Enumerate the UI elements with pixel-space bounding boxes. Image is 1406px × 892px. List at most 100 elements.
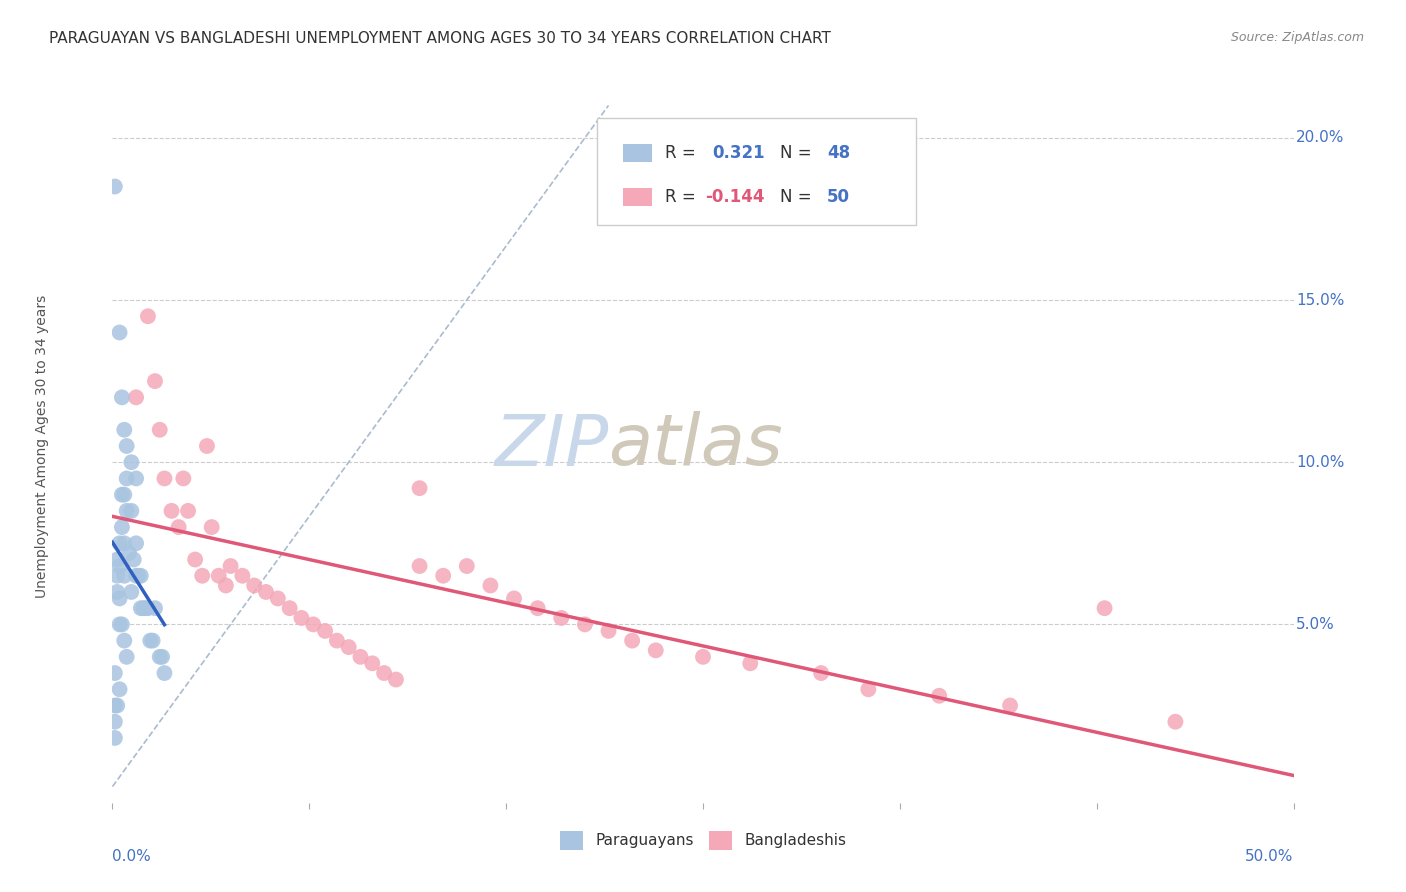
Point	[998, 698, 1021, 713]
Point	[153, 666, 176, 681]
Text: R =: R =	[665, 144, 702, 161]
Point	[337, 640, 360, 654]
Point	[858, 682, 880, 697]
Point	[104, 666, 127, 681]
Point	[201, 520, 224, 534]
Text: R =: R =	[665, 188, 702, 206]
Text: 50: 50	[827, 188, 851, 206]
Point	[456, 559, 478, 574]
Point	[135, 601, 157, 615]
Point	[574, 617, 596, 632]
Point	[136, 310, 159, 324]
Text: 0.0%: 0.0%	[112, 849, 152, 864]
Point	[195, 439, 218, 453]
Text: PARAGUAYAN VS BANGLADESHI UNEMPLOYMENT AMONG AGES 30 TO 34 YEARS CORRELATION CHA: PARAGUAYAN VS BANGLADESHI UNEMPLOYMENT A…	[49, 31, 831, 46]
Point	[120, 585, 142, 599]
Point	[373, 666, 395, 681]
Point	[208, 568, 231, 582]
Point	[115, 649, 138, 664]
Point	[219, 559, 242, 574]
Point	[191, 568, 214, 582]
Point	[104, 731, 127, 745]
Point	[215, 578, 238, 592]
Point	[326, 633, 349, 648]
Point	[142, 633, 165, 648]
Point	[112, 423, 135, 437]
Point	[105, 585, 128, 599]
Point	[172, 471, 194, 485]
Point	[104, 179, 127, 194]
Point	[385, 673, 408, 687]
Point	[621, 633, 644, 648]
Point	[111, 488, 134, 502]
Point	[254, 585, 277, 599]
Point	[810, 666, 832, 681]
Point	[132, 601, 155, 615]
FancyBboxPatch shape	[596, 118, 915, 225]
Point	[108, 536, 131, 550]
Point	[267, 591, 290, 606]
Point	[1094, 601, 1116, 615]
Point	[302, 617, 325, 632]
Text: -0.144: -0.144	[706, 188, 765, 206]
Point	[115, 504, 138, 518]
Text: N =: N =	[780, 188, 817, 206]
Point	[143, 374, 166, 388]
Point	[111, 390, 134, 404]
Point	[150, 649, 173, 664]
Point	[108, 682, 131, 697]
Text: 10.0%: 10.0%	[1296, 455, 1344, 470]
Point	[243, 578, 266, 592]
Text: 15.0%: 15.0%	[1296, 293, 1344, 308]
Point	[408, 559, 430, 574]
Point	[231, 568, 253, 582]
Point	[118, 546, 141, 560]
Point	[928, 689, 950, 703]
Point	[1164, 714, 1187, 729]
Point	[153, 471, 176, 485]
Point	[104, 714, 127, 729]
Point	[550, 611, 572, 625]
Text: 50.0%: 50.0%	[1246, 849, 1294, 864]
Text: 0.321: 0.321	[713, 144, 765, 161]
Text: N =: N =	[780, 144, 817, 161]
Point	[129, 568, 152, 582]
Text: Source: ZipAtlas.com: Source: ZipAtlas.com	[1230, 31, 1364, 45]
Point	[108, 591, 131, 606]
Point	[108, 617, 131, 632]
Point	[361, 657, 384, 671]
Point	[112, 536, 135, 550]
Point	[143, 601, 166, 615]
Point	[108, 326, 131, 340]
Point	[112, 488, 135, 502]
Point	[349, 649, 371, 664]
Point	[432, 568, 454, 582]
Point	[503, 591, 526, 606]
Point	[112, 633, 135, 648]
Point	[125, 471, 148, 485]
Point	[125, 568, 148, 582]
Text: 48: 48	[827, 144, 851, 161]
Point	[692, 649, 714, 664]
Point	[479, 578, 502, 592]
Point	[408, 481, 430, 495]
Point	[125, 390, 148, 404]
Text: ZIP: ZIP	[494, 411, 609, 481]
Point	[139, 633, 162, 648]
Point	[314, 624, 336, 638]
Point	[105, 698, 128, 713]
Point	[125, 536, 148, 550]
Point	[105, 552, 128, 566]
FancyBboxPatch shape	[623, 144, 652, 161]
Legend: Paraguayans, Bangladeshis: Paraguayans, Bangladeshis	[554, 825, 852, 855]
Point	[136, 601, 159, 615]
Point	[740, 657, 762, 671]
Point	[122, 552, 145, 566]
Point	[111, 520, 134, 534]
Point	[184, 552, 207, 566]
Text: Unemployment Among Ages 30 to 34 years: Unemployment Among Ages 30 to 34 years	[35, 294, 49, 598]
Point	[127, 568, 149, 582]
Text: 20.0%: 20.0%	[1296, 130, 1344, 145]
Point	[112, 568, 135, 582]
Point	[278, 601, 301, 615]
